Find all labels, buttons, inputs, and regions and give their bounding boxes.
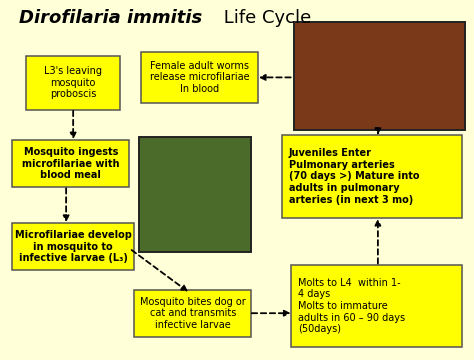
Text: Mosquito ingests
microfilariae with
blood meal: Mosquito ingests microfilariae with bloo… bbox=[22, 147, 119, 180]
Text: Dirofilaria immitis: Dirofilaria immitis bbox=[19, 9, 202, 27]
FancyBboxPatch shape bbox=[12, 140, 129, 187]
FancyBboxPatch shape bbox=[12, 223, 134, 270]
FancyBboxPatch shape bbox=[141, 52, 258, 103]
Text: Mosquito bites dog or
cat and transmits
infective larvae: Mosquito bites dog or cat and transmits … bbox=[140, 297, 246, 330]
FancyBboxPatch shape bbox=[293, 22, 465, 130]
Text: Life Cycle: Life Cycle bbox=[219, 9, 312, 27]
FancyBboxPatch shape bbox=[282, 135, 462, 218]
FancyBboxPatch shape bbox=[139, 137, 251, 252]
Text: Molts to L4  within 1-
4 days
Molts to immature
adults in 60 – 90 days
(50days): Molts to L4 within 1- 4 days Molts to im… bbox=[298, 278, 405, 334]
FancyBboxPatch shape bbox=[291, 265, 462, 347]
FancyBboxPatch shape bbox=[26, 56, 120, 110]
Text: Female adult worms
release microfilariae
In blood: Female adult worms release microfilariae… bbox=[150, 61, 249, 94]
Text: Microfilariae develop
in mosquito to
infective larvae (L₃): Microfilariae develop in mosquito to inf… bbox=[15, 230, 132, 263]
Text: Juveniles Enter
Pulmonary arteries
(70 days >) Mature into
adults in pulmonary
a: Juveniles Enter Pulmonary arteries (70 d… bbox=[289, 148, 419, 204]
Text: L3's leaving
mosquito
proboscis: L3's leaving mosquito proboscis bbox=[44, 66, 102, 99]
FancyBboxPatch shape bbox=[134, 290, 251, 337]
